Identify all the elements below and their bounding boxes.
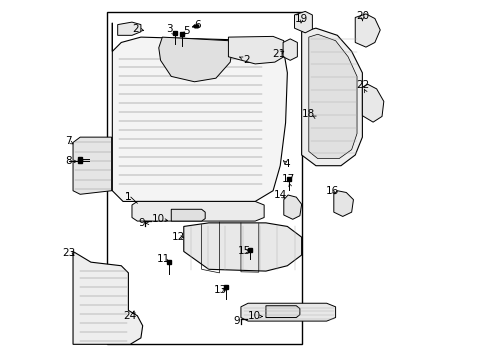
Text: 5: 5 xyxy=(183,26,189,36)
Text: 21: 21 xyxy=(272,49,285,59)
Text: 16: 16 xyxy=(325,186,338,196)
Polygon shape xyxy=(183,223,301,271)
Text: 3: 3 xyxy=(166,24,172,34)
Polygon shape xyxy=(294,12,312,33)
Polygon shape xyxy=(228,36,283,64)
Text: 10: 10 xyxy=(152,214,165,224)
Bar xyxy=(107,12,301,344)
Polygon shape xyxy=(159,37,231,82)
Text: 18: 18 xyxy=(302,109,315,119)
Polygon shape xyxy=(362,84,383,122)
Text: 4: 4 xyxy=(283,159,289,169)
Polygon shape xyxy=(333,191,353,216)
Polygon shape xyxy=(241,303,335,321)
Polygon shape xyxy=(283,39,297,60)
Polygon shape xyxy=(308,34,356,158)
Polygon shape xyxy=(283,195,301,219)
Text: 8: 8 xyxy=(65,157,72,166)
Text: 23: 23 xyxy=(62,248,75,258)
Text: 6: 6 xyxy=(194,20,201,30)
Polygon shape xyxy=(265,306,299,318)
Text: 12: 12 xyxy=(171,232,184,242)
Text: 17: 17 xyxy=(281,174,294,184)
Text: 9: 9 xyxy=(139,218,145,228)
Polygon shape xyxy=(354,14,380,47)
Text: 2: 2 xyxy=(243,55,249,65)
Text: 2: 2 xyxy=(132,23,139,33)
Polygon shape xyxy=(301,28,362,166)
Text: 9: 9 xyxy=(233,316,240,326)
Text: 11: 11 xyxy=(156,253,169,264)
Text: 13: 13 xyxy=(213,285,226,295)
Polygon shape xyxy=(118,22,141,35)
Polygon shape xyxy=(112,23,287,202)
Text: 7: 7 xyxy=(65,136,72,147)
Text: 15: 15 xyxy=(237,246,251,256)
Polygon shape xyxy=(73,251,142,344)
Polygon shape xyxy=(73,137,111,194)
Text: 24: 24 xyxy=(122,311,136,321)
Text: 22: 22 xyxy=(355,80,368,90)
Text: 10: 10 xyxy=(247,311,261,321)
Text: 20: 20 xyxy=(355,12,368,21)
Text: 1: 1 xyxy=(125,192,131,202)
Polygon shape xyxy=(171,209,205,221)
Text: 14: 14 xyxy=(273,190,286,200)
Polygon shape xyxy=(132,202,264,221)
Text: 1: 1 xyxy=(125,192,131,202)
Text: 19: 19 xyxy=(294,14,307,23)
